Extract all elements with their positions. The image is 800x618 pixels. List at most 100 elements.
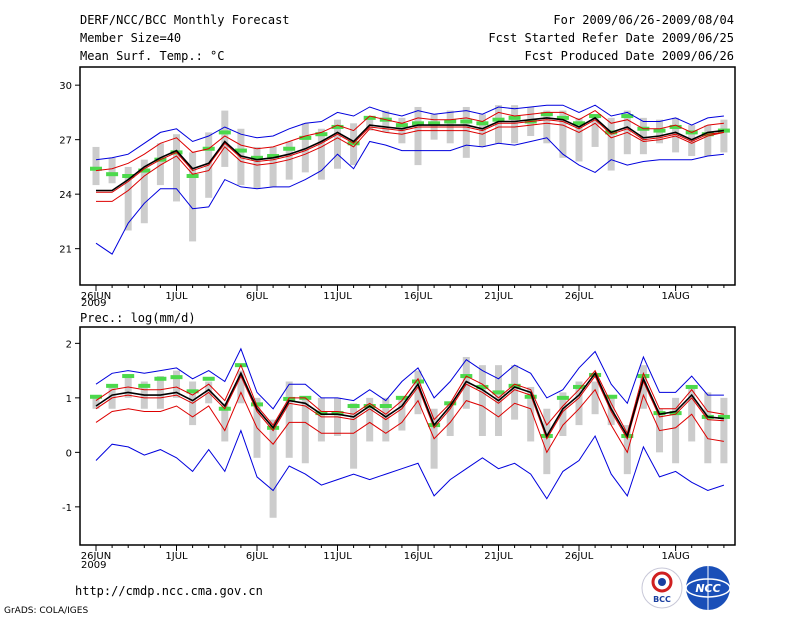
temp-spread-box xyxy=(156,143,164,186)
temp-q75-line xyxy=(95,109,724,172)
temp-max-line xyxy=(95,104,724,161)
prec-median-dash xyxy=(283,396,296,401)
prec-median-dash xyxy=(106,383,119,388)
prec-spread-box xyxy=(623,425,631,475)
temp-spread-box xyxy=(237,128,245,186)
prec-spread-box xyxy=(672,397,680,464)
temp-median-dash xyxy=(444,119,457,124)
temp-min-line xyxy=(95,137,724,255)
temp-spread-box xyxy=(639,117,647,155)
bcc-logo-text: BCC xyxy=(653,595,671,604)
prec-median-dash xyxy=(122,374,135,379)
bcc-logo: BCC xyxy=(641,567,683,609)
prec-y-tick-label: 1 xyxy=(66,394,72,405)
prec-median-dash xyxy=(476,384,489,389)
prec-median-dash xyxy=(90,394,102,399)
temp-median-dash xyxy=(476,121,489,126)
temp-median-dash xyxy=(299,135,312,140)
prec-median-dash xyxy=(605,394,618,399)
prec-median-dash xyxy=(379,404,392,409)
prec-median-dash xyxy=(251,402,263,407)
prec-plot-frame xyxy=(79,326,736,546)
temp-median-dash xyxy=(540,112,553,117)
prec-median-dash xyxy=(347,404,360,409)
temp-median-dash xyxy=(234,148,247,153)
temp-y-tick-label: 24 xyxy=(59,190,72,201)
temp-median-dash xyxy=(218,130,231,135)
prec-q25-line xyxy=(95,388,724,454)
prec-median-dash xyxy=(202,376,215,381)
prec-y-tick-label: 2 xyxy=(66,339,72,350)
prec-x-tick-label: 16JUL xyxy=(404,551,433,562)
temp-spread-box xyxy=(301,123,309,173)
temp-spread-box xyxy=(140,159,148,224)
temp-median-dash xyxy=(556,115,569,120)
prec-q75-line xyxy=(95,363,724,435)
temp-median-dash xyxy=(621,114,634,119)
footer-url[interactable]: http://cmdp.ncc.cma.gov.cn xyxy=(75,584,263,598)
prec-spread-box xyxy=(478,365,486,436)
prec-spread-box xyxy=(156,376,164,409)
prec-mean-line xyxy=(95,371,724,439)
temp-mean-line xyxy=(96,116,724,192)
prec-spread-box xyxy=(285,381,293,458)
temp-median-line xyxy=(96,119,724,193)
temp-spread-box xyxy=(559,110,567,158)
prec-median-line xyxy=(95,374,724,440)
prec-spread-box xyxy=(559,392,567,436)
temp-median-dash xyxy=(717,128,730,133)
prec-median-dash xyxy=(315,411,328,416)
temp-median-dash xyxy=(186,174,199,178)
temp-median-dash xyxy=(395,123,408,128)
temp-spread-box xyxy=(462,106,470,158)
prec-spread-box xyxy=(398,397,406,431)
temp-median-dash xyxy=(315,132,328,137)
prec-median-dash xyxy=(685,384,698,389)
prec-spread-box xyxy=(366,397,374,442)
temp-y-tick-label: 27 xyxy=(59,136,72,147)
prec-x-tick-label: 1AUG xyxy=(661,551,689,562)
temp-spread-box xyxy=(124,166,132,231)
prec-spread-box xyxy=(269,419,277,518)
prec-spread-box xyxy=(527,386,535,442)
prec-median-dash xyxy=(637,374,650,379)
prec-spread-box xyxy=(591,381,599,415)
prec-median-dash xyxy=(186,389,199,394)
temp-x-tick-label: 6JUL xyxy=(246,291,269,302)
grads-credit: GrADS: COLA/IGES xyxy=(4,606,88,616)
temp-spread-box xyxy=(334,119,341,169)
prec-median-dash xyxy=(524,394,537,399)
forecast-period-label: For 2009/06/26-2009/08/04 xyxy=(553,13,734,27)
temp-spread-box xyxy=(173,134,180,202)
temp-median-dash xyxy=(428,121,441,126)
temp-x-tick-label: 11JUL xyxy=(323,291,352,302)
temp-y-tick-label: 21 xyxy=(59,245,72,256)
temp-median-dash xyxy=(460,119,473,124)
temp-spread-box xyxy=(221,110,229,167)
temp-x-tick-label: 16JUL xyxy=(404,291,433,302)
temp-spread-box xyxy=(704,125,712,157)
temp-median-dash xyxy=(122,174,135,178)
prec-median-dash xyxy=(669,411,682,416)
started-refer-date-label: Fcst Started Refer Date 2009/06/25 xyxy=(488,31,734,45)
temp-median-dash xyxy=(492,117,505,122)
prec-min-line xyxy=(95,429,725,500)
member-size-label: Member Size=40 xyxy=(80,31,181,45)
temp-spread-box xyxy=(189,152,197,242)
temperature-chart: 21 24 27 30 26JUN 1JUL 6JUL 11JUL 16JUL 21JUL 26JU… xyxy=(59,66,736,309)
temp-x-tick-label: 21JUL xyxy=(484,291,513,302)
temp-plot-frame xyxy=(79,66,736,286)
temp-spread-box xyxy=(720,119,728,153)
temp-year-label: 2009 xyxy=(81,298,106,309)
prec-spread-box xyxy=(301,397,309,464)
temp-median-dash xyxy=(669,124,682,129)
temp-y-tick-label: 30 xyxy=(59,81,72,92)
ncc-logo: NCC xyxy=(685,566,731,610)
prec-panel-title: Prec.: log(mm/d) xyxy=(80,311,196,325)
temp-median-dash xyxy=(573,121,585,126)
bcc-logo-ring-icon xyxy=(641,567,683,609)
prec-median-dash xyxy=(412,379,424,384)
temp-spread-box xyxy=(591,116,599,147)
bcc-logo-swirl-icon xyxy=(651,571,673,593)
temp-spread-box xyxy=(543,110,551,144)
